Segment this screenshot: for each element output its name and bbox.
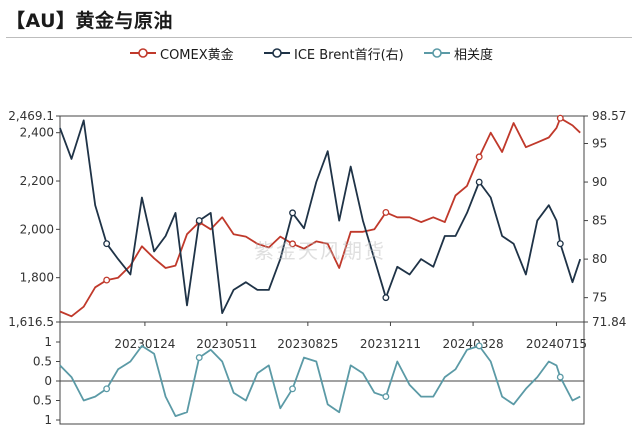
y-right-tick-label: 71.84 xyxy=(592,315,626,329)
correlation-line xyxy=(59,344,581,418)
correlation-line-marker xyxy=(289,385,296,393)
title-divider xyxy=(6,37,632,38)
y-right-tick-label: 75 xyxy=(592,291,607,305)
y-corr-tick-label: 0.5 xyxy=(33,355,52,369)
y-right-tick-label: 90 xyxy=(592,175,607,189)
correlation-line-marker xyxy=(103,385,111,393)
legend-item-brent[interactable]: ICE Brent首行(右) xyxy=(264,43,404,63)
gold-line-marker xyxy=(289,240,296,248)
legend-item-corr[interactable]: 相关度 xyxy=(424,43,493,63)
x-tick-label: 20230825 xyxy=(277,337,338,351)
y-corr-tick-label: 1 xyxy=(44,413,52,427)
gold-line-marker xyxy=(475,153,483,161)
chart-title: 【AU】黄金与原油 xyxy=(6,10,174,32)
y-left-tick-label: 2,469.1 xyxy=(8,109,54,123)
brent-line-marker xyxy=(475,178,483,186)
y-left-tick-label: 1,800 xyxy=(20,271,54,285)
brent-line xyxy=(59,119,582,315)
y-corr-tick-label: 1 xyxy=(44,335,52,349)
y-corr-tick-label: 0 xyxy=(44,374,52,388)
y-right-tick-label: 95 xyxy=(592,137,607,151)
y-corr-tick-label: 0.5 xyxy=(33,394,52,408)
legend: COMEX黄金 ICE Brent首行(右) 相关度 xyxy=(0,43,638,63)
correlation-line-marker xyxy=(475,342,483,350)
line-marker-icon xyxy=(130,48,156,58)
correlation-line-marker xyxy=(195,354,203,362)
brent-line-marker xyxy=(289,209,296,217)
gold-line-marker xyxy=(382,208,390,216)
brent-line-marker xyxy=(195,217,203,225)
brent-line-marker xyxy=(556,240,564,248)
correlation-line-marker xyxy=(556,373,564,381)
gold-line-marker xyxy=(103,276,111,284)
line-marker-icon xyxy=(264,48,290,58)
x-tick-label: 20231211 xyxy=(360,337,421,351)
y-left-tick-label: 2,200 xyxy=(20,174,54,188)
y-left-tick-label: 1,616.5 xyxy=(8,315,54,329)
line-marker-icon xyxy=(424,48,450,58)
x-tick-label: 20240328 xyxy=(443,337,504,351)
y-right-tick-label: 85 xyxy=(592,214,607,228)
legend-label-gold: COMEX黄金 xyxy=(160,47,234,63)
watermark: 紫金天风期货 xyxy=(254,239,386,263)
y-left-tick-label: 2,000 xyxy=(20,222,54,236)
x-tick-label: 20230511 xyxy=(196,337,257,351)
x-tick-label: 20240715 xyxy=(526,337,587,351)
legend-item-gold[interactable]: COMEX黄金 xyxy=(130,43,234,63)
brent-line-marker xyxy=(382,294,390,302)
correlation-line-marker xyxy=(382,393,390,401)
legend-label-corr: 相关度 xyxy=(454,47,494,63)
legend-label-brent: ICE Brent首行(右) xyxy=(294,47,404,63)
gold-line xyxy=(59,117,581,318)
gold-line-marker xyxy=(556,114,564,122)
y-right-tick-label: 80 xyxy=(592,252,607,266)
y-left-tick-label: 2,400 xyxy=(20,126,54,140)
brent-line-marker xyxy=(103,240,111,248)
plot-frame xyxy=(59,115,585,425)
y-right-tick-label: 98.57 xyxy=(592,109,626,123)
x-tick-label: 20230124 xyxy=(114,337,175,351)
